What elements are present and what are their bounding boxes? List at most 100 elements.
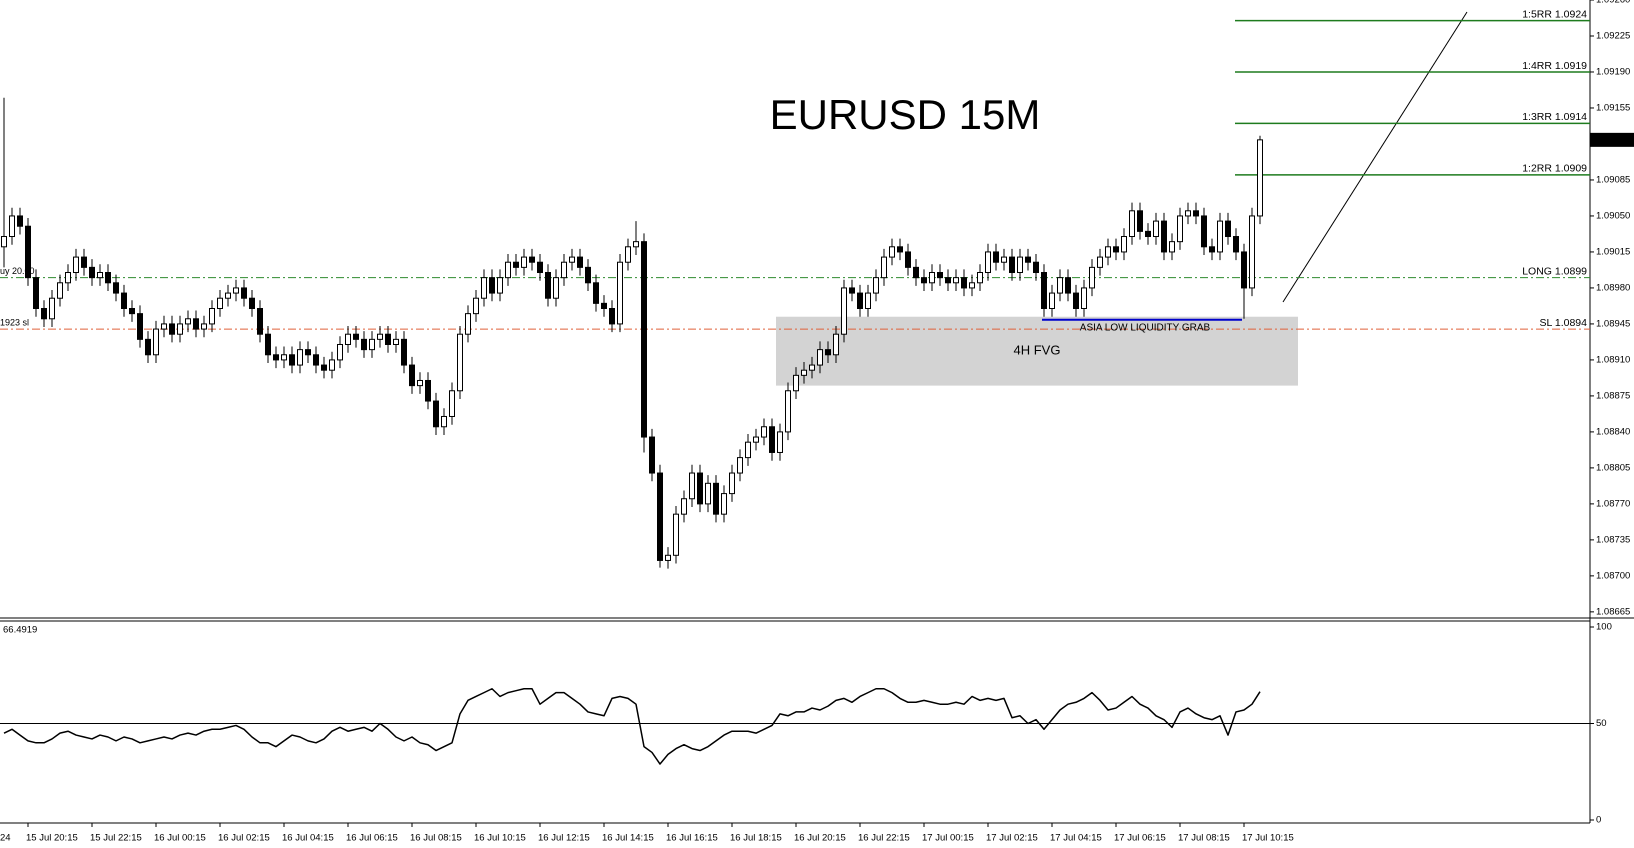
candle-body	[1193, 210, 1199, 217]
candle-body	[745, 441, 751, 459]
y-tick-label: 0	[1596, 815, 1601, 826]
candle-body	[601, 302, 607, 310]
candle-body	[329, 359, 335, 371]
candle-body	[217, 297, 223, 310]
candle-body	[249, 297, 255, 310]
rsi-value-label: 66.4919	[3, 625, 37, 636]
x-tick-label: 17 Jul 10:15	[1242, 833, 1294, 844]
candle-body	[377, 333, 383, 340]
candle-body	[945, 277, 951, 284]
candle-body	[33, 277, 39, 309]
x-tick-label: 17 Jul 04:15	[1050, 833, 1102, 844]
candle-body	[17, 215, 23, 227]
candle-body	[481, 277, 487, 299]
y-tick-label: 1.08770	[1596, 498, 1630, 509]
rsi-line	[3, 688, 1261, 765]
candle-body	[417, 379, 423, 387]
x-tick-label: 17 Jul 06:15	[1114, 833, 1166, 844]
candle-body	[169, 323, 175, 335]
candle-body	[809, 364, 815, 371]
candle-body	[593, 282, 599, 304]
x-tick-label: 16 Jul 12:15	[538, 833, 590, 844]
candle-body	[705, 482, 711, 505]
candle-body	[1041, 272, 1047, 309]
candle-body	[689, 472, 695, 500]
y-tick-label: 1.09260	[1596, 0, 1630, 6]
candle-body	[1185, 210, 1191, 217]
candle-body	[641, 241, 647, 438]
candle-body	[929, 272, 935, 284]
candle-body	[1225, 220, 1231, 238]
candle-body	[569, 256, 575, 263]
candle-body	[1033, 261, 1039, 274]
candle-body	[1073, 292, 1079, 310]
x-tick-label: 16 Jul 16:15	[666, 833, 718, 844]
candle-body	[297, 349, 303, 366]
candle-body	[1089, 266, 1095, 289]
candle-body	[241, 287, 247, 299]
candle-body	[889, 246, 895, 258]
y-tick-label: 1.08735	[1596, 534, 1630, 545]
candle-body	[913, 266, 919, 279]
candle-body	[145, 338, 151, 356]
candle-body	[697, 472, 703, 505]
y-tick-label: 1.08665	[1596, 606, 1630, 617]
candle-body	[537, 261, 543, 274]
candle-body	[1025, 256, 1031, 263]
candle-body	[1129, 210, 1135, 238]
candle-body	[985, 251, 991, 274]
candle-body	[1145, 230, 1151, 238]
y-tick-label: 1.09085	[1596, 174, 1630, 185]
candle-body	[865, 292, 871, 310]
candle-body	[625, 246, 631, 263]
candle-body	[201, 323, 207, 330]
candle-body	[825, 349, 831, 356]
candle-body	[225, 292, 231, 299]
candle-body	[369, 338, 375, 351]
candle-body	[345, 333, 351, 345]
candle-body	[833, 333, 839, 356]
x-tick-label: 15 Jul 20:15	[26, 833, 78, 844]
x-tick-label: 17 Jul 00:15	[922, 833, 974, 844]
x-tick-label: 16 Jul 08:15	[410, 833, 462, 844]
candle-body	[505, 261, 511, 279]
candle-body	[97, 272, 103, 279]
candle-body	[89, 266, 95, 279]
y-tick-label: 1.08840	[1596, 426, 1630, 437]
candle-body	[137, 313, 143, 340]
x-tick-label: 16 Jul 22:15	[858, 833, 910, 844]
candle-body	[1113, 246, 1119, 253]
candle-body	[1177, 215, 1183, 243]
candle-body	[553, 277, 559, 299]
candle-body	[257, 308, 263, 335]
candle-body	[921, 277, 927, 284]
candle-body	[177, 323, 183, 335]
candle-body	[561, 261, 567, 279]
candle-body	[489, 277, 495, 294]
candle-body	[361, 338, 367, 351]
candle-body	[841, 287, 847, 335]
candle-body	[305, 349, 311, 356]
y-tick-label: 1.08910	[1596, 354, 1630, 365]
candle-body	[881, 256, 887, 279]
candle-body	[681, 498, 687, 515]
candle-body	[977, 272, 983, 284]
candle-body	[209, 308, 215, 325]
candle-body	[529, 256, 535, 263]
candle-body	[1217, 220, 1223, 253]
y-tick-label: 1.08875	[1596, 390, 1630, 401]
x-tick-label: 16 Jul 04:15	[282, 833, 334, 844]
candle-body	[1241, 251, 1247, 289]
candle-body	[897, 246, 903, 253]
candle-body	[1169, 241, 1175, 253]
y-tick-label: 1.09190	[1596, 66, 1630, 77]
candle-body	[113, 282, 119, 294]
candle-body	[73, 256, 79, 274]
candle-body	[673, 513, 679, 556]
x-tick-label: 15 Jul 22:15	[90, 833, 142, 844]
candle-body	[321, 364, 327, 371]
candle-body	[1009, 256, 1015, 274]
current-price-label: 1.09124	[1594, 134, 1628, 145]
candle-body	[49, 297, 55, 320]
